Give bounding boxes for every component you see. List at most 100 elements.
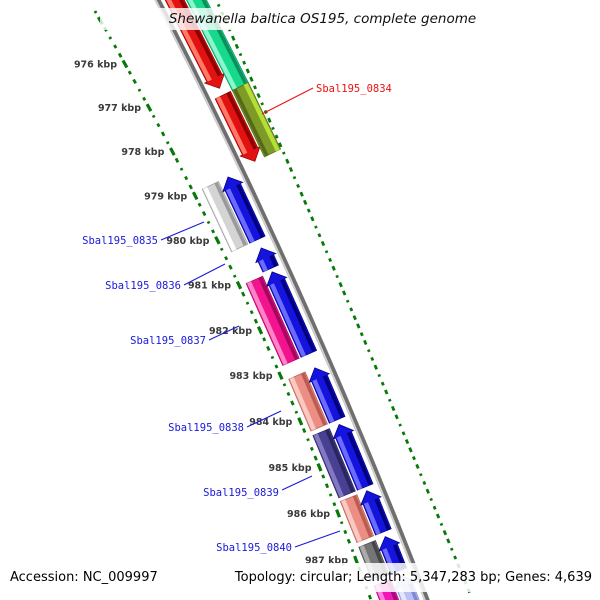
gene-band-cds-0839[interactable] <box>332 424 374 491</box>
gene-band-cat-0835[interactable] <box>201 181 249 253</box>
tick-mark <box>274 134 279 139</box>
tick-mark <box>321 474 326 479</box>
gene-callout-line <box>160 221 205 241</box>
tick-mark <box>370 356 375 362</box>
tick-mark <box>242 60 247 65</box>
gene-callout-line <box>246 410 282 428</box>
gene-band-bevel-light <box>203 186 237 252</box>
tick-mark <box>335 509 341 518</box>
tick-mark <box>290 400 295 406</box>
tick-mark <box>241 291 246 297</box>
gene-band-bevel-dark <box>352 495 373 538</box>
gene-band-bevel-light <box>363 502 381 535</box>
tick-mark <box>338 282 343 288</box>
gene-band-cat-0837[interactable] <box>245 275 300 366</box>
gene-label-Sbal195_0840[interactable]: Sbal195_0840 <box>216 542 292 554</box>
gene-band-bevel-dark <box>258 276 299 360</box>
tick-mark <box>294 410 299 414</box>
gene-callout-line <box>183 263 226 286</box>
tick-mark <box>303 199 308 206</box>
genome-backbone <box>154 0 430 600</box>
tick-label-979: 979 kbp <box>144 191 187 202</box>
gene-label-Sbal195_0836[interactable]: Sbal195_0836 <box>105 280 181 292</box>
tick-mark <box>211 229 216 234</box>
tick-mark <box>356 323 361 329</box>
tick-mark <box>142 96 147 101</box>
gene-band-cds-0837[interactable] <box>266 271 318 358</box>
status-bar: Accession: NC_009997 Topology: circular;… <box>0 563 600 592</box>
gene-band-bevel-dark <box>325 429 355 493</box>
tick-mark <box>306 208 311 213</box>
gene-band-cds-0840[interactable] <box>360 490 392 536</box>
tick-mark <box>343 529 348 535</box>
tick-mark <box>335 274 339 279</box>
gene-label-Sbal195_0839[interactable]: Sbal195_0839 <box>203 487 279 499</box>
tick-mark <box>260 102 264 106</box>
tick-mark <box>296 183 301 189</box>
tick-mark <box>165 141 170 145</box>
tick-mark <box>188 184 193 190</box>
tick-mark <box>231 35 236 41</box>
gene-band-cat-0838[interactable] <box>288 371 328 432</box>
tick-mark <box>384 389 389 395</box>
gene-band-bevel-dark <box>347 431 373 486</box>
tick-label-987: 987 kbp <box>305 555 348 566</box>
tick-mark <box>332 502 337 507</box>
tick-mark <box>363 339 368 346</box>
tick-label-976: 976 kbp <box>74 60 117 71</box>
tick-mark <box>313 455 318 461</box>
tick-mark <box>391 405 396 412</box>
tick-label-983: 983 kbp <box>229 371 272 382</box>
tick-mark <box>286 391 291 397</box>
tick-mark <box>108 36 113 40</box>
tick-mark <box>435 513 441 519</box>
gene-label-Sbal195_0838[interactable]: Sbal195_0838 <box>168 422 244 434</box>
tick-mark <box>232 274 237 278</box>
tick-mark <box>214 235 221 245</box>
gene-band-cds-0834[interactable] <box>214 90 261 162</box>
tick-mark <box>256 93 261 99</box>
tick-mark <box>373 364 378 370</box>
tick-label-980: 980 kbp <box>166 236 209 247</box>
tick-mark <box>270 355 275 360</box>
tick-label-985: 985 kbp <box>268 463 311 474</box>
tick-mark <box>353 555 359 565</box>
tick-mark <box>310 216 315 222</box>
tick-mark <box>394 414 399 420</box>
tick-mark <box>328 257 333 263</box>
gene-band-cat-0840[interactable] <box>339 494 375 543</box>
gene-label-Sbal195_0834[interactable]: Sbal195_0834 <box>316 83 392 95</box>
gene-band-bevel-dark <box>226 91 257 150</box>
gene-band-cds-0835[interactable] <box>222 176 266 244</box>
tick-mark <box>262 337 267 342</box>
tick-mark <box>419 473 423 477</box>
gene-callout-line <box>294 530 341 548</box>
tick-mark <box>179 167 184 171</box>
tick-mark <box>422 480 427 486</box>
tick-mark <box>331 265 336 271</box>
gene-label-Sbal195_0837[interactable]: Sbal195_0837 <box>130 335 206 347</box>
tick-mark <box>278 142 283 148</box>
gene-band-cds-0838[interactable] <box>308 367 346 424</box>
gene-band-bevel-dark <box>236 183 265 238</box>
gene-band-cat-0839[interactable] <box>312 428 356 499</box>
tick-mark <box>316 462 323 472</box>
backbone-line <box>154 0 430 600</box>
tick-mark <box>398 423 402 427</box>
gene-label-Sbal195_0835[interactable]: Sbal195_0835 <box>82 235 158 247</box>
tick-mark <box>266 345 271 351</box>
backbone-highlight <box>154 0 426 600</box>
tick-mark <box>169 147 176 156</box>
tick-mark <box>234 43 240 49</box>
gene-band-cat-0834[interactable] <box>231 82 282 158</box>
tick-mark <box>245 68 250 74</box>
tick-mark <box>408 447 413 453</box>
tick-mark <box>191 191 199 201</box>
tick-mark <box>288 166 294 173</box>
tick-label-984: 984 kbp <box>249 417 292 428</box>
tick-mark <box>184 175 189 181</box>
gene-band-bevel-light <box>289 377 316 431</box>
tick-mark <box>224 256 229 261</box>
